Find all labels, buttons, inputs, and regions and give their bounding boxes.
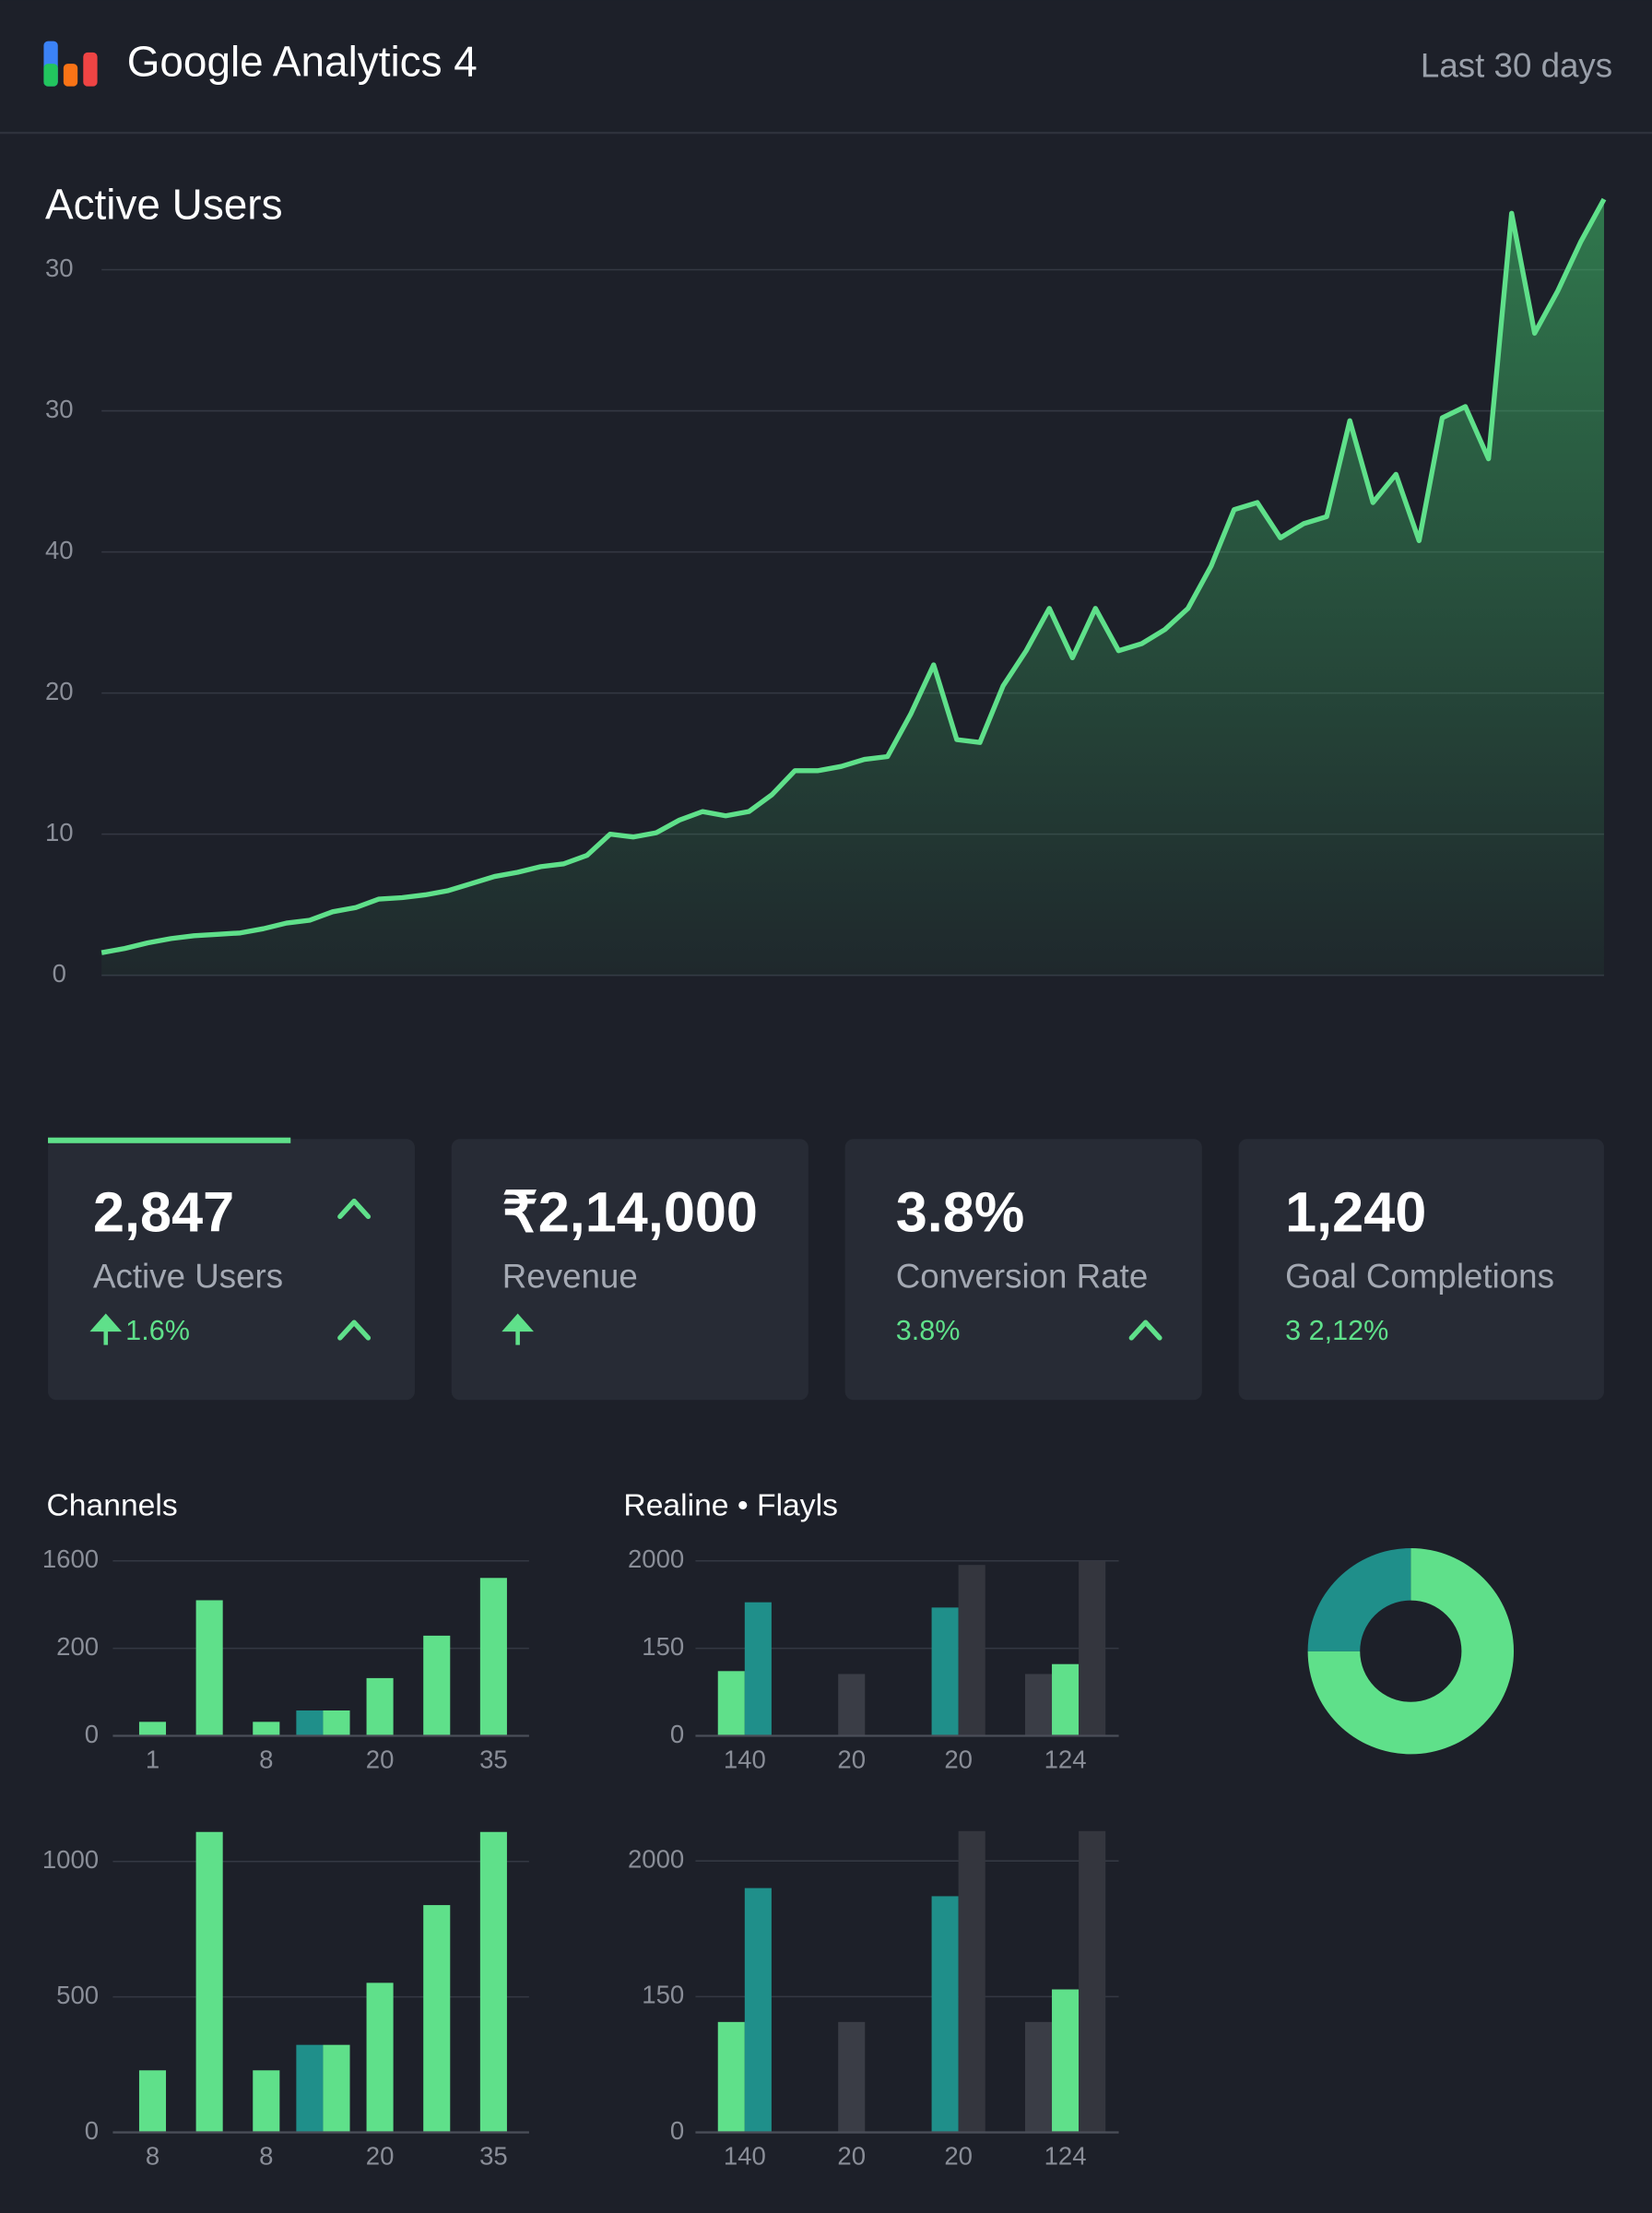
app-title: Google Analytics 4 bbox=[127, 38, 478, 86]
y-tick-label: 1000 bbox=[42, 1845, 99, 1874]
date-range[interactable]: Last 30 days bbox=[1421, 46, 1612, 84]
bar bbox=[479, 1831, 507, 2133]
bar bbox=[1079, 1560, 1106, 1736]
x-tick-label: 8 bbox=[259, 1745, 273, 1773]
bar bbox=[1024, 2021, 1053, 2133]
bar bbox=[744, 1602, 772, 1736]
bar bbox=[744, 1888, 772, 2133]
kpi-label: Active Users bbox=[93, 1257, 283, 1295]
chart-title: Realine • Flayls bbox=[623, 1489, 838, 1523]
kpi-value: 3.8% bbox=[896, 1181, 1025, 1244]
y-tick-label: 20 bbox=[45, 677, 74, 705]
bar bbox=[323, 1710, 350, 1736]
bar bbox=[1079, 1830, 1106, 2133]
bar bbox=[1024, 1674, 1053, 1736]
bar bbox=[717, 2021, 745, 2133]
x-tick-label: 20 bbox=[944, 2141, 973, 2170]
progress-bar bbox=[48, 1137, 291, 1143]
y-tick-label: 0 bbox=[670, 2116, 684, 2145]
logo bbox=[43, 41, 98, 87]
up-arrows bbox=[89, 1313, 534, 1345]
y-tick-label: 2000 bbox=[628, 1544, 684, 1573]
y-tick-label: 10 bbox=[45, 818, 74, 846]
x-tick-label: 20 bbox=[366, 2141, 395, 2170]
bar bbox=[253, 2070, 280, 2133]
y-tick-label: 30 bbox=[45, 254, 74, 282]
x-tick-label: 124 bbox=[1044, 1745, 1087, 1773]
trend-icons bbox=[337, 1198, 1162, 1341]
bar bbox=[253, 1722, 280, 1736]
bar bbox=[138, 2070, 167, 2133]
kpi-card[interactable] bbox=[451, 1139, 808, 1401]
x-tick-label: 140 bbox=[724, 1745, 766, 1773]
chart-title: Channels bbox=[47, 1489, 178, 1523]
bar bbox=[717, 1671, 745, 1736]
y-tick-label: 0 bbox=[670, 1720, 684, 1748]
kpi-card[interactable] bbox=[1238, 1139, 1604, 1401]
kpi-value: ₹2,14,000 bbox=[502, 1181, 758, 1244]
y-tick-label: 1600 bbox=[42, 1544, 99, 1573]
x-tick-label: 20 bbox=[837, 2141, 866, 2170]
bar bbox=[931, 1607, 959, 1736]
x-tick-label: 20 bbox=[366, 1745, 395, 1773]
bar bbox=[838, 2021, 866, 2133]
x-tick-label: 35 bbox=[479, 2141, 508, 2170]
kpi-value: 1,240 bbox=[1285, 1181, 1426, 1244]
x-tick-label: 1 bbox=[146, 1745, 159, 1773]
bar bbox=[195, 1831, 223, 2133]
x-tick-label: 8 bbox=[146, 2141, 159, 2170]
bar bbox=[1052, 1989, 1080, 2133]
bar bbox=[838, 1674, 866, 1736]
line-series bbox=[100, 197, 1607, 955]
x-tick-label: 124 bbox=[1044, 2141, 1087, 2170]
kpi-card[interactable] bbox=[48, 1139, 415, 1401]
bar bbox=[366, 1677, 394, 1736]
kpi-delta: 1.6% bbox=[125, 1315, 190, 1346]
bar bbox=[423, 1905, 451, 2133]
y-tick-label: 30 bbox=[45, 395, 74, 423]
bar bbox=[323, 2044, 350, 2133]
chart-title: Active Users bbox=[45, 180, 283, 228]
x-tick-label: 8 bbox=[259, 2141, 273, 2170]
bar bbox=[479, 1578, 507, 1736]
bar bbox=[958, 1565, 985, 1736]
y-tick-label: 0 bbox=[85, 1720, 99, 1748]
bar bbox=[296, 2044, 324, 2133]
y-tick-label: 200 bbox=[56, 1632, 99, 1661]
y-tick-label: 150 bbox=[642, 1981, 684, 2009]
kpi-card[interactable] bbox=[844, 1139, 1202, 1401]
y-tick-label: 2000 bbox=[628, 1844, 684, 1873]
kpi-label: Conversion Rate bbox=[896, 1257, 1149, 1295]
y-tick-label: 40 bbox=[45, 536, 74, 564]
donut-slice bbox=[1307, 1547, 1515, 1755]
bar bbox=[366, 1982, 394, 2133]
kpi-label: Revenue bbox=[502, 1257, 638, 1295]
kpi-cards: 2,847 Active Users 1.6% ₹2,14,000 Revenu… bbox=[48, 1137, 1604, 1401]
y-tick-label: 0 bbox=[85, 2116, 99, 2145]
kpi-label: Goal Completions bbox=[1285, 1257, 1554, 1295]
bar bbox=[1052, 1663, 1080, 1736]
y-tick-label: 0 bbox=[53, 959, 66, 988]
bar bbox=[931, 1896, 959, 2133]
kpi-value: 2,847 bbox=[93, 1181, 234, 1244]
bar bbox=[958, 1830, 985, 2133]
area-fill bbox=[101, 199, 1604, 976]
x-tick-label: 35 bbox=[479, 1745, 508, 1773]
x-tick-label: 20 bbox=[944, 1745, 973, 1773]
x-tick-label: 140 bbox=[724, 2141, 766, 2170]
bar bbox=[423, 1635, 451, 1736]
x-tick-label: 20 bbox=[837, 1745, 866, 1773]
y-tick-label: 500 bbox=[56, 1981, 99, 2009]
donut-slice bbox=[1307, 1547, 1411, 1651]
bar bbox=[138, 1722, 167, 1736]
y-tick-label: 150 bbox=[642, 1632, 684, 1661]
bar bbox=[296, 1710, 324, 1736]
kpi-delta: 3.8% bbox=[896, 1315, 961, 1346]
kpi-delta: 3 2,12% bbox=[1285, 1315, 1388, 1346]
bar bbox=[195, 1600, 223, 1736]
